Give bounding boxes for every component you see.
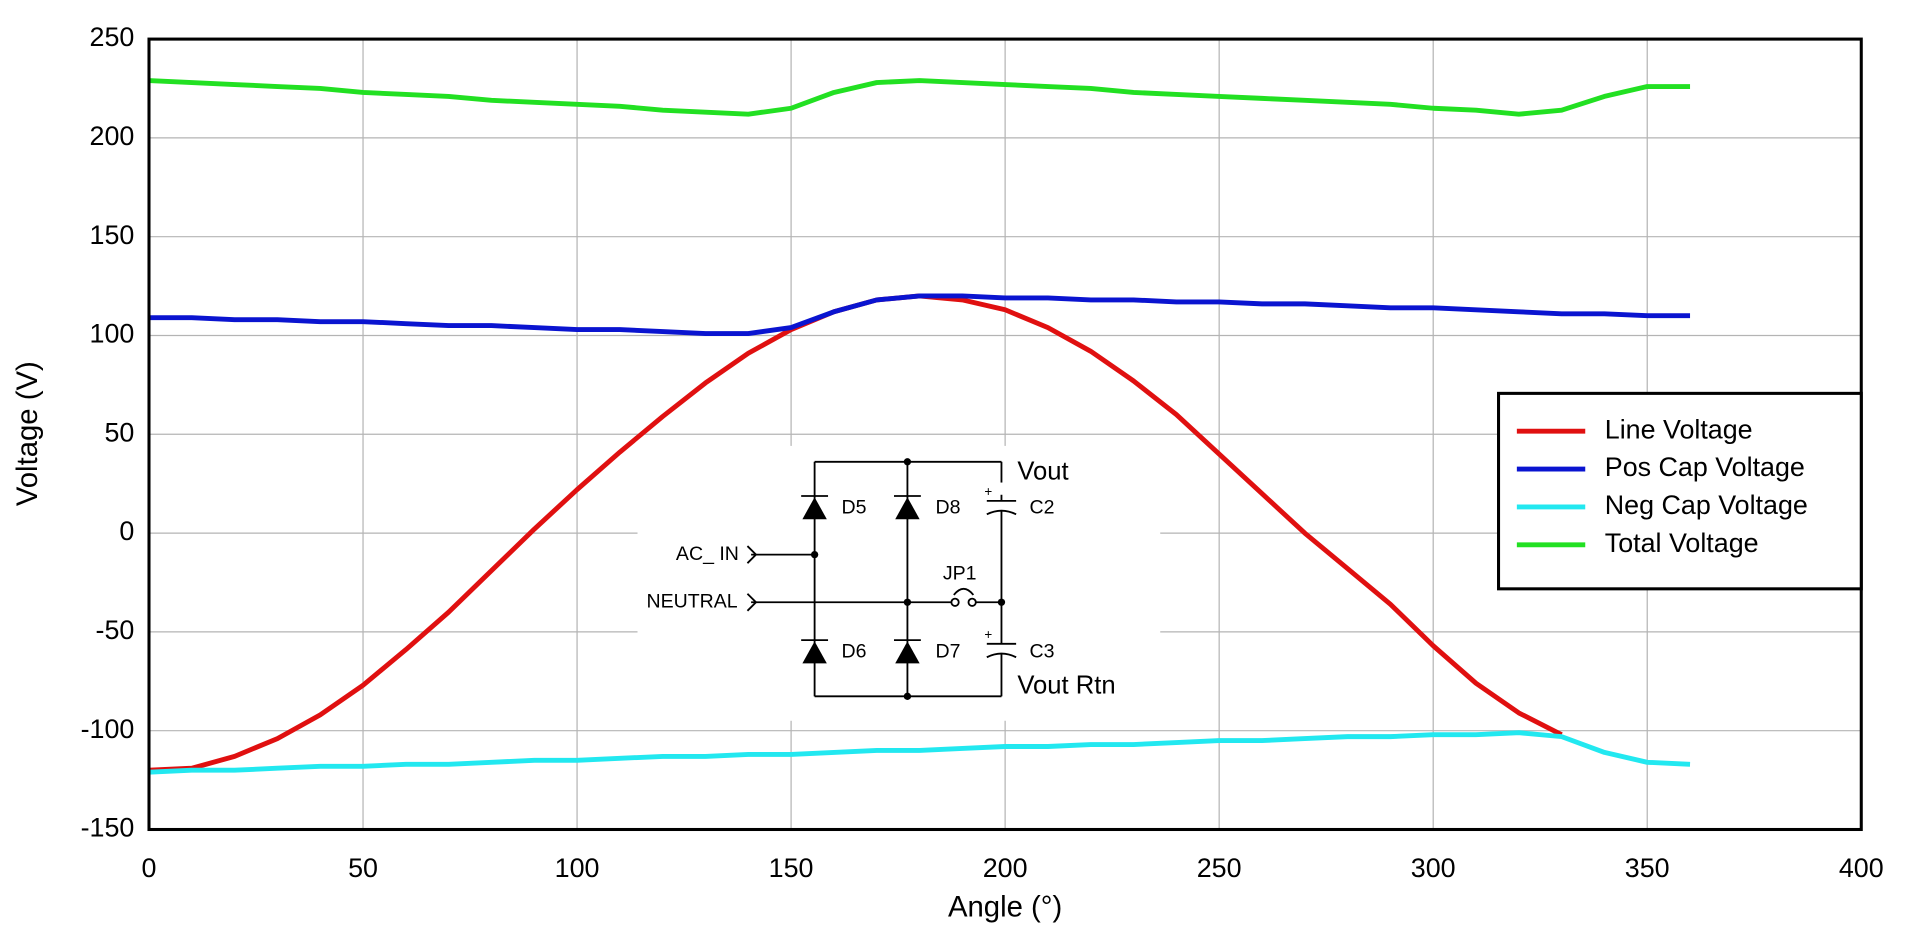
x-axis-label: Angle (°): [948, 891, 1062, 924]
y-tick-label: 150: [90, 220, 135, 250]
inset-label: NEUTRAL: [647, 590, 738, 612]
y-tick-label: -150: [81, 813, 135, 843]
jumper-pin: [967, 597, 977, 607]
legend-label: Total Voltage: [1605, 528, 1759, 558]
plus-sign: +: [984, 627, 992, 642]
inset-label: D8: [936, 496, 961, 518]
legend-label: Neg Cap Voltage: [1605, 490, 1808, 520]
legend-label: Line Voltage: [1605, 414, 1753, 444]
x-tick-label: 300: [1411, 853, 1456, 883]
plus-sign: +: [984, 484, 992, 499]
lines: [148, 78, 1691, 775]
junction: [903, 598, 912, 606]
y-tick-label: 200: [90, 121, 135, 151]
circuit-inset: + + D5 D8 D6 D7 C2 C3 Vout Vout Rtn J: [637, 445, 1161, 721]
series-line: [148, 293, 1691, 336]
junction: [997, 598, 1006, 606]
inset-label: AC_ IN: [676, 543, 739, 565]
y-tick-label: 0: [119, 516, 134, 546]
junctions: [810, 458, 1006, 701]
x-tick-label: 200: [983, 853, 1028, 883]
inset-label: C3: [1030, 641, 1055, 663]
inset-label: JP1: [943, 562, 977, 584]
diode: [802, 497, 827, 520]
diodes: [801, 495, 921, 664]
legend-box: [1497, 391, 1863, 591]
y-tick-label: -100: [81, 714, 135, 744]
inset-label: D6: [841, 641, 866, 663]
x-tick-label: 350: [1625, 853, 1670, 883]
y-tick-label: 50: [104, 417, 134, 447]
jumper-pin: [950, 597, 960, 607]
y-tick-label: 100: [90, 319, 135, 349]
series-line: [148, 730, 1691, 775]
series-line: [148, 78, 1691, 117]
cap-gap: [991, 482, 1012, 495]
connector-arrow: [746, 545, 758, 564]
junction: [903, 692, 912, 701]
inset-label: D5: [841, 496, 866, 518]
junction: [903, 458, 912, 466]
y-tick-label: 250: [90, 22, 135, 52]
inset-label: Vout Rtn: [1017, 671, 1115, 699]
x-tick-label: 250: [1197, 853, 1242, 883]
inset-label: C2: [1030, 496, 1055, 518]
inset-label: D7: [936, 641, 961, 663]
diode: [895, 497, 920, 520]
jumper-arc: [953, 587, 975, 596]
inset-background: [637, 445, 1161, 721]
y-tick-label: -50: [96, 615, 135, 645]
x-tick-label: 400: [1839, 853, 1884, 883]
x-tick-label: 150: [769, 853, 814, 883]
legend-label: Pos Cap Voltage: [1605, 452, 1805, 482]
x-tick-label: 50: [348, 853, 378, 883]
inset-label: Vout: [1017, 458, 1068, 486]
connector-arrow: [746, 593, 758, 612]
y-axis-label: Voltage (V): [11, 361, 44, 506]
x-tick-label: 0: [142, 853, 157, 883]
junction: [810, 550, 819, 559]
x-tick-label: 100: [555, 853, 600, 883]
legend: Line Voltage Pos Cap Voltage Neg Cap Volta…: [1497, 391, 1863, 591]
diode: [802, 641, 827, 664]
diode: [895, 641, 920, 664]
